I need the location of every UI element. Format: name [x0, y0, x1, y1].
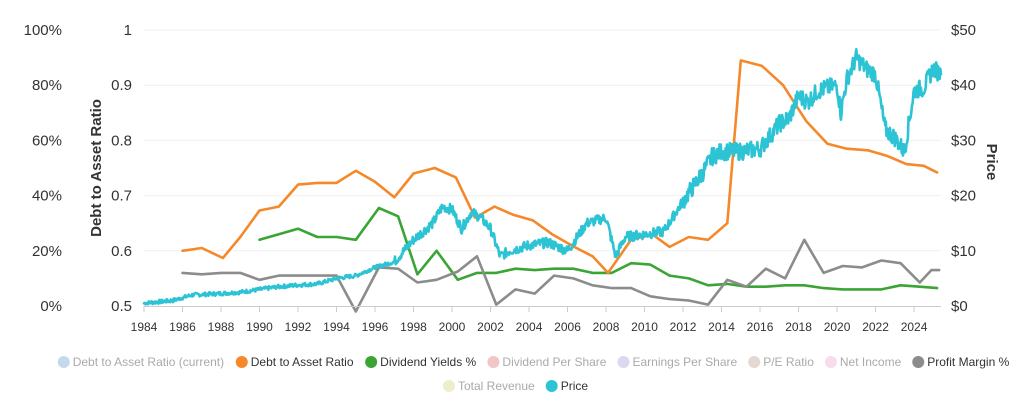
legend-label: Debt to Asset Ratio (current) [73, 355, 224, 369]
legend-item-total-revenue[interactable]: Total Revenue [442, 379, 535, 393]
legend-marker [545, 380, 558, 392]
x-tick-label: 2000 [439, 320, 466, 334]
price-tick-label: $30 [951, 132, 976, 149]
legend-item-dividend-per-share[interactable]: Dividend Per Share [487, 355, 607, 369]
x-tick-label: 1986 [169, 320, 196, 334]
left-axis-title: Debt to Asset Ratio [88, 99, 105, 237]
legend-label: Debt to Asset Ratio [251, 355, 354, 369]
pct-tick-label: 100% [24, 22, 62, 39]
pct-tick-label: 0% [40, 298, 62, 315]
pct-tick-label: 40% [32, 188, 62, 205]
legend-item-debt-to-asset-ratio[interactable]: Debt to Asset Ratio [235, 355, 354, 369]
legend-marker [235, 356, 248, 368]
ratio-tick-label: 0.9 [111, 77, 132, 94]
legend-label: Dividend Yields % [380, 355, 476, 369]
legend-label: P/E Ratio [763, 355, 814, 369]
x-tick-label: 2008 [593, 320, 620, 334]
series-layer [142, 48, 943, 313]
legend-label: Earnings Per Share [632, 355, 737, 369]
legend-item-debt-to-asset-ratio-current[interactable]: Debt to Asset Ratio (current) [57, 355, 224, 369]
profit-margin-line [181, 238, 941, 313]
gridlines [144, 29, 941, 252]
legend-marker [365, 356, 378, 368]
legend-label: Net Income [840, 355, 902, 369]
legend-item-profit-margin[interactable]: Profit Margin % [912, 355, 1010, 369]
price-tick-label: $40 [951, 77, 976, 94]
x-tick-label: 2024 [901, 320, 928, 334]
legend-item-net-income[interactable]: Net Income [824, 355, 902, 369]
price-tick-label: $50 [951, 22, 976, 39]
x-tick-label: 1984 [131, 320, 158, 334]
debt-to-asset-ratio-line [181, 59, 939, 275]
legend-marker [487, 356, 500, 368]
x-tick-label: 2016 [747, 320, 774, 334]
x-tick-label: 2006 [554, 320, 581, 334]
legend-item-price[interactable]: Price [545, 379, 589, 393]
x-tick-label: 2002 [477, 320, 504, 334]
pct-tick-label: 80% [32, 77, 62, 94]
ratio-tick-label: 1 [124, 22, 132, 39]
right-axis-title: Price [983, 144, 1000, 181]
x-tick-label: 2014 [708, 320, 735, 334]
legend-marker [57, 356, 70, 368]
ratio-tick-label: 0.5 [111, 298, 132, 315]
price-tick-label: $10 [951, 243, 976, 260]
legend-marker [748, 356, 761, 368]
price-line [142, 48, 943, 306]
price-tick-label: $20 [951, 188, 976, 205]
legend-marker [442, 380, 455, 392]
dividend-yields-line [258, 206, 939, 291]
x-tick-label: 2022 [862, 320, 889, 334]
legend-marker [824, 356, 837, 368]
legend-label: Price [561, 379, 589, 393]
price-tick-label: $0 [951, 298, 968, 315]
x-tick-label: 1994 [323, 320, 350, 334]
legend-label: Total Revenue [458, 379, 535, 393]
pct-tick-label: 20% [32, 243, 62, 260]
legend-marker [617, 356, 630, 368]
legend-label: Dividend Per Share [502, 355, 606, 369]
x-tick-label: 1996 [362, 320, 389, 334]
ratio-tick-label: 0.8 [111, 132, 132, 149]
x-tick-label: 2012 [670, 320, 697, 334]
legend: Debt to Asset Ratio (current) Debt to Ass… [57, 355, 1010, 393]
pct-tick-label: 60% [32, 132, 62, 149]
legend-label: Profit Margin % [927, 355, 1009, 369]
legend-item-earnings-per-share[interactable]: Earnings Per Share [617, 355, 738, 369]
x-tick-label: 2020 [824, 320, 851, 334]
axes-layer: 0% 20% 40% 60% 80% 100% 0.5 0.6 0.7 0.8 0.9 1 $0 $10 $… [24, 22, 976, 334]
x-tick-label: 1998 [400, 320, 427, 334]
x-tick-label: 1990 [246, 320, 273, 334]
legend-marker [912, 356, 925, 368]
x-tick-label: 1988 [208, 320, 235, 334]
ratio-tick-label: 0.6 [111, 243, 132, 260]
legend-item-p-e-ratio[interactable]: P/E Ratio [748, 355, 814, 369]
x-tick-label: 1992 [285, 320, 312, 334]
x-tick-label: 2018 [785, 320, 812, 334]
x-tick-label: 2010 [631, 320, 658, 334]
ratio-tick-label: 0.7 [111, 188, 132, 205]
x-tick-label: 2004 [516, 320, 543, 334]
legend-item-dividend-yields[interactable]: Dividend Yields % [365, 355, 477, 369]
